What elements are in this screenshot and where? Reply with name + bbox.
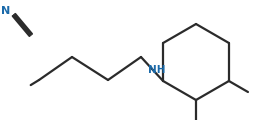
Text: N: N	[1, 6, 10, 16]
Text: NH: NH	[148, 65, 166, 75]
